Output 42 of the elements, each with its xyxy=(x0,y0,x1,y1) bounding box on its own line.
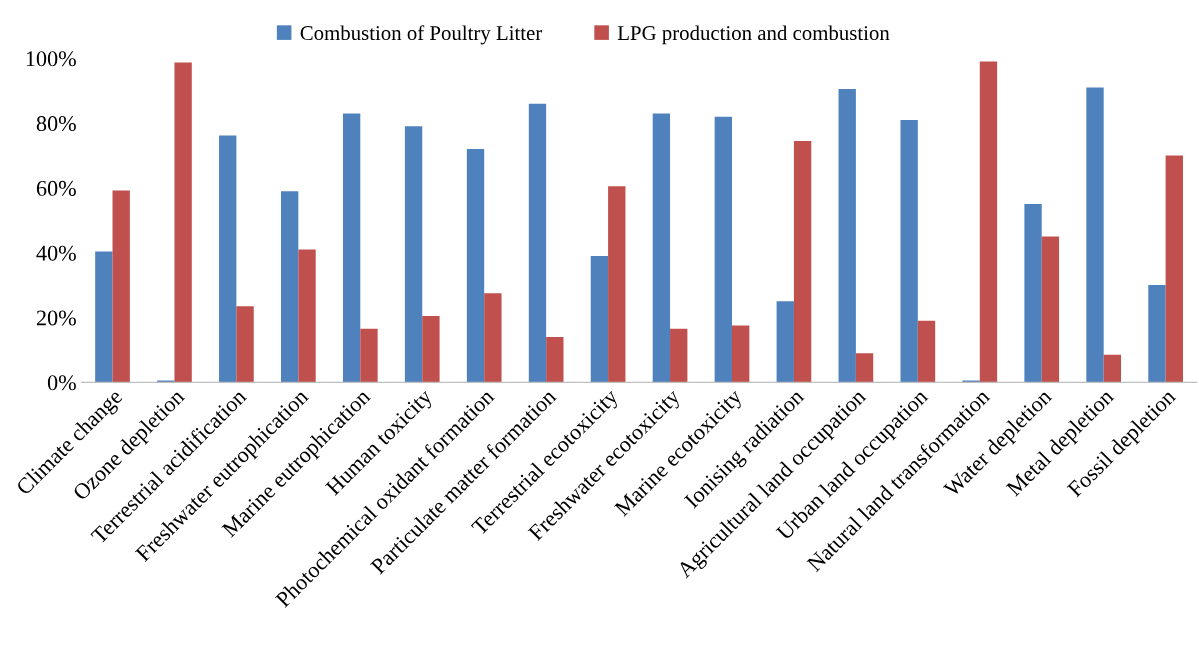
bar xyxy=(776,301,794,383)
y-tick-label: 20% xyxy=(36,310,76,326)
bar xyxy=(590,255,609,383)
bar xyxy=(731,325,750,383)
bar xyxy=(1165,155,1183,383)
bar xyxy=(1103,354,1122,383)
legend-label: LPG production and combustion xyxy=(617,25,890,45)
bar xyxy=(404,126,423,383)
bar xyxy=(219,135,237,383)
bar xyxy=(917,320,936,383)
legend-label: Combustion of Poultry Litter xyxy=(300,25,543,45)
y-tick-label: 100% xyxy=(26,51,76,67)
bar xyxy=(793,140,812,383)
bar xyxy=(714,116,732,383)
bar xyxy=(422,315,440,383)
bar xyxy=(855,353,874,383)
y-tick-label: 0% xyxy=(47,375,76,391)
y-tick-label: 60% xyxy=(36,180,76,196)
bar xyxy=(838,89,856,383)
bar xyxy=(112,190,130,383)
bar xyxy=(979,61,998,383)
bar xyxy=(236,306,254,383)
bar xyxy=(1041,236,1060,383)
bar xyxy=(608,186,626,383)
bar xyxy=(281,191,299,383)
bar xyxy=(342,113,361,383)
bar xyxy=(95,251,113,383)
bar xyxy=(652,113,671,383)
bar xyxy=(298,249,316,383)
y-tick-label: 40% xyxy=(36,245,76,261)
bar xyxy=(484,293,502,383)
y-tick-label: 80% xyxy=(36,116,76,132)
bar xyxy=(670,328,688,383)
bar xyxy=(1086,87,1104,383)
bar xyxy=(1024,204,1042,383)
bar xyxy=(900,119,918,383)
bar xyxy=(546,336,564,383)
bar xyxy=(174,62,192,383)
bar xyxy=(1148,285,1166,383)
bar xyxy=(528,103,547,383)
bar xyxy=(466,149,485,383)
bar xyxy=(360,328,378,383)
